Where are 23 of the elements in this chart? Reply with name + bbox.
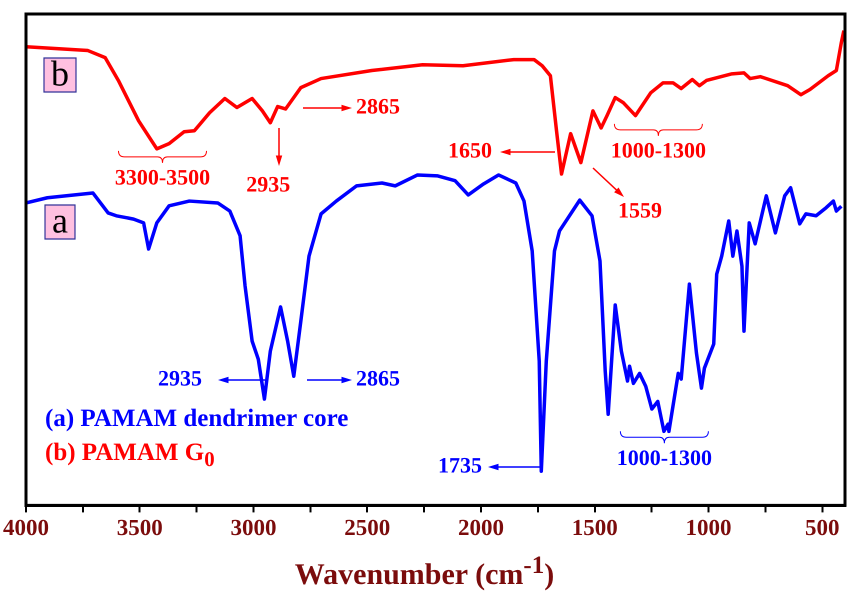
text: (b) PAMAM G$_{0}$ — [45, 438, 216, 473]
annotation: 3300-3500 — [114, 164, 210, 190]
x-axis-title: Wavenumber (cm$^{-1}$) — [294, 552, 556, 592]
annotation: b — [51, 53, 69, 94]
legend-label: (a) PAMAM dendrimer core — [45, 404, 348, 434]
annotation: 2865 — [356, 94, 400, 119]
annotation: 2935 — [158, 366, 202, 391]
x-tick-label: 1500 — [572, 515, 618, 540]
annotation: 2935 — [246, 171, 290, 196]
x-tick-label: 2500 — [344, 515, 390, 540]
annotation: a — [52, 200, 68, 240]
x-tick-label: 3500 — [116, 515, 163, 540]
x-tick-label: 1000 — [686, 515, 732, 540]
annotation: 1735 — [438, 452, 482, 478]
x-tick-label: 500 — [805, 515, 840, 540]
annotation: 1650 — [448, 138, 492, 163]
annotation: 1559 — [618, 198, 662, 223]
x-tick-label: 3000 — [230, 515, 276, 540]
annotation: 1000-1300 — [610, 138, 706, 163]
x-tick-label: 4000 — [3, 515, 49, 540]
annotation: 2865 — [356, 366, 400, 391]
annotation: 1000-1300 — [616, 444, 712, 470]
x-tick-label: 2000 — [458, 515, 504, 540]
